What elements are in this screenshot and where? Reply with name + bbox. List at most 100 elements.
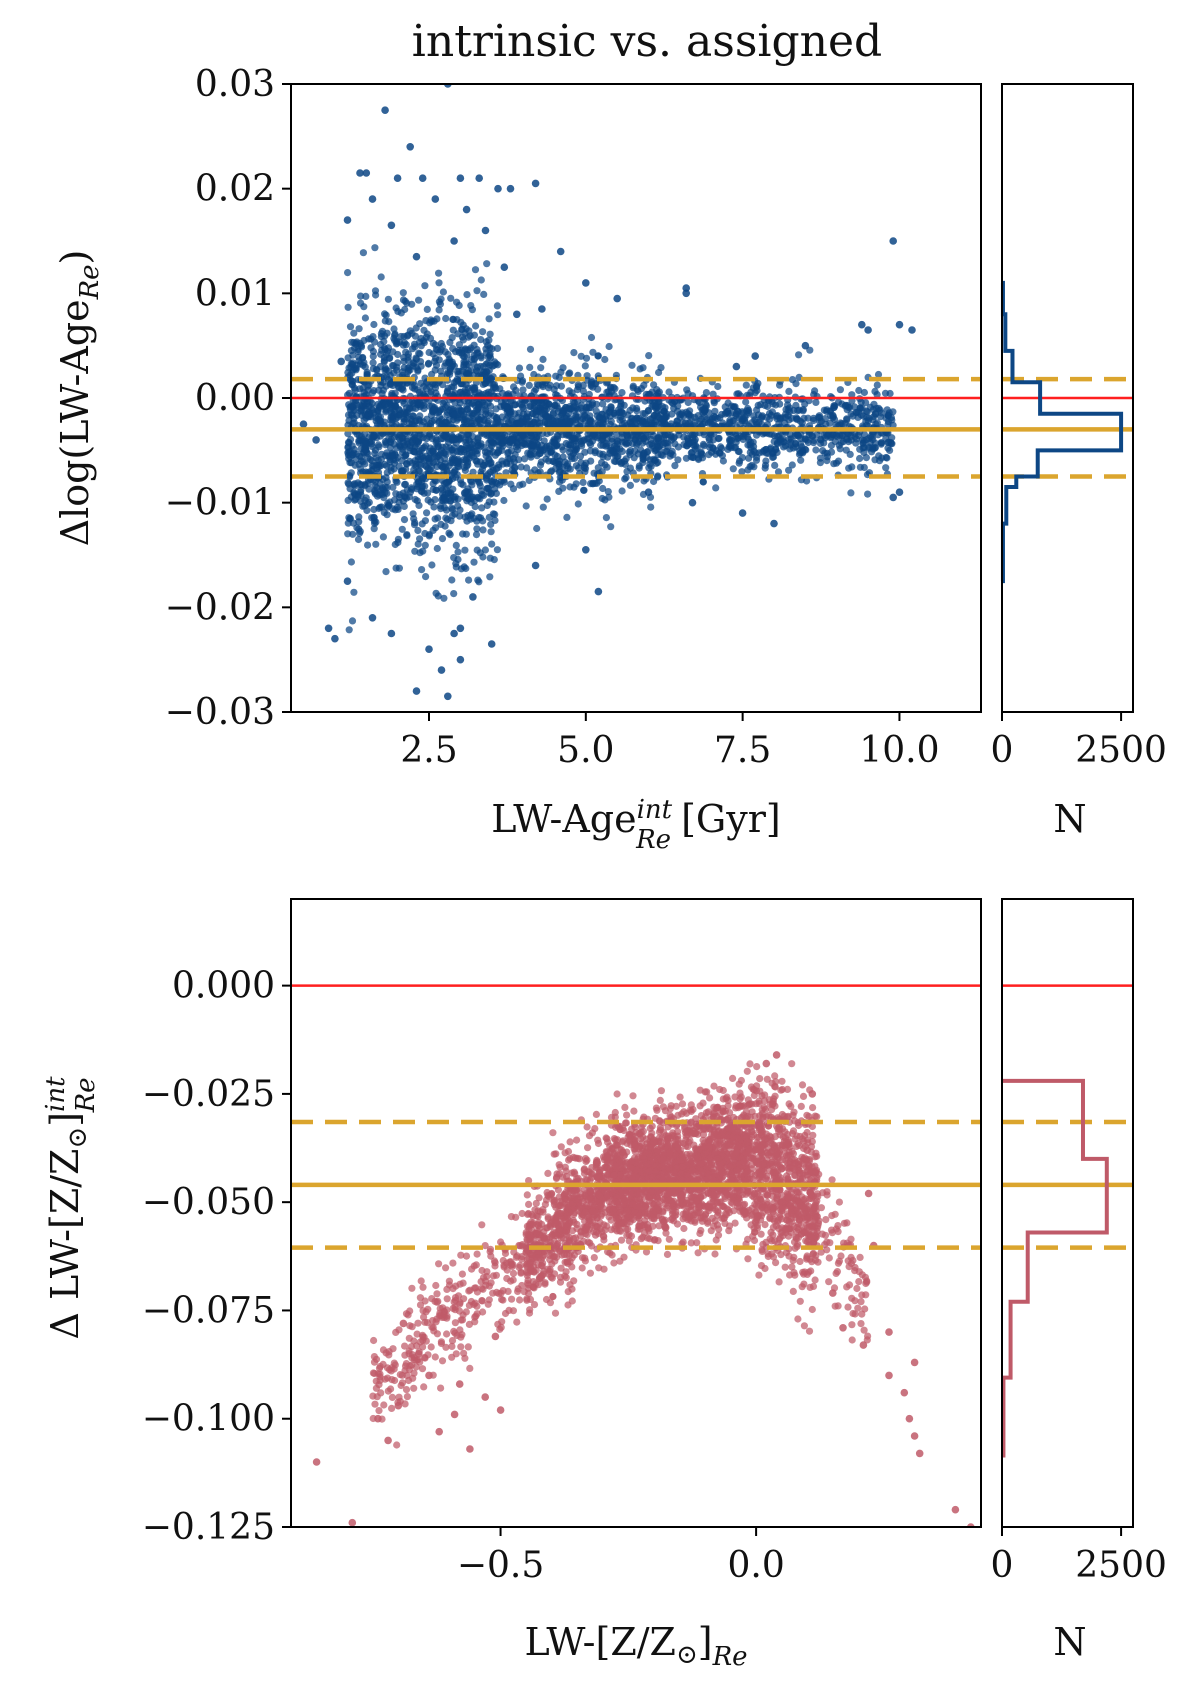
scatter-point (505, 1306, 513, 1314)
scatter-point (381, 317, 389, 325)
scatter-point (592, 1110, 601, 1118)
scatter-point (373, 492, 382, 500)
scatter-point (486, 350, 494, 358)
scatter-point (441, 455, 449, 463)
scatter-point (795, 351, 803, 359)
scatter-point (572, 1195, 581, 1203)
scatter-point (500, 263, 509, 272)
scatter-point (859, 439, 868, 447)
scatter-point (877, 413, 885, 421)
scatter-point (647, 503, 655, 511)
scatter-point (464, 405, 472, 413)
scatter-point (485, 488, 493, 497)
scatter-point (889, 237, 897, 245)
scatter-point (509, 390, 517, 398)
scatter-point (501, 1249, 510, 1258)
scatter-point (411, 417, 419, 425)
scatter-point (402, 451, 410, 460)
scatter-point (702, 389, 711, 397)
scatter-point (413, 1330, 421, 1338)
scatter-point (587, 457, 595, 465)
scatter-point (349, 530, 357, 538)
scatter-point (535, 1194, 543, 1202)
scatter-point (826, 419, 834, 427)
scatter-point (429, 526, 437, 535)
scatter-point (465, 576, 473, 584)
scatter-point (592, 1164, 600, 1172)
scatter-point (372, 540, 380, 548)
scatter-point (579, 415, 587, 423)
scatter-point (348, 360, 357, 368)
scatter-point (633, 407, 641, 415)
scatter-point (383, 449, 391, 457)
scatter-point (415, 501, 423, 509)
scatter-point (676, 413, 684, 421)
scatter-point (470, 445, 478, 453)
scatter-point (361, 314, 369, 322)
scatter-point (895, 320, 904, 329)
scatter-point (414, 526, 422, 535)
scatter-point (618, 487, 626, 495)
scatter-point (425, 348, 433, 357)
scatter-point (478, 504, 486, 512)
scatter-point (433, 1298, 441, 1306)
scatter-point (776, 381, 784, 389)
scatter-point (515, 1263, 523, 1272)
scatter-point (749, 438, 757, 446)
scatter-point (398, 1371, 406, 1379)
age-reference-lines (291, 376, 981, 479)
scatter-point (614, 452, 622, 460)
scatter-point (472, 406, 480, 414)
scatter-point (370, 1369, 378, 1378)
scatter-point (486, 554, 494, 562)
scatter-point (479, 526, 487, 534)
scatter-point (559, 364, 567, 372)
scatter-point (481, 1242, 489, 1250)
scatter-point (628, 361, 636, 369)
scatter-point (454, 502, 462, 510)
scatter-point (437, 295, 445, 303)
scatter-point (659, 441, 667, 449)
scatter-point (603, 1222, 611, 1230)
scatter-point (359, 384, 367, 392)
scatter-point (848, 391, 856, 399)
scatter-point (443, 370, 451, 379)
scatter-point (451, 1294, 460, 1302)
scatter-point (382, 311, 390, 319)
scatter-point (391, 330, 399, 338)
scatter-point (414, 540, 422, 548)
scatter-point (500, 496, 508, 505)
scatter-point (362, 468, 370, 476)
scatter-point (598, 494, 606, 503)
scatter-point (409, 412, 417, 420)
scatter-point (582, 354, 591, 362)
scatter-point (882, 435, 890, 443)
scatter-point (645, 352, 653, 360)
scatter-point (477, 276, 485, 284)
scatter-point (908, 326, 916, 334)
scatter-point (622, 474, 630, 482)
scatter-point (394, 505, 402, 513)
scatter-point (364, 541, 372, 549)
scatter-point (407, 1343, 415, 1351)
age-hist-reference-lines (1002, 376, 1133, 479)
scatter-point (526, 1306, 534, 1314)
scatter-point (435, 1260, 443, 1268)
scatter-point (393, 1441, 401, 1449)
scatter-point (524, 1281, 533, 1289)
scatter-point (421, 374, 429, 382)
scatter-point (836, 386, 845, 394)
scatter-point (350, 588, 358, 596)
scatter-point (533, 524, 541, 533)
scatter-point (729, 1074, 737, 1082)
scatter-point (381, 400, 390, 409)
scatter-point (403, 299, 411, 307)
scatter-point (563, 1212, 571, 1220)
scatter-point (682, 289, 690, 298)
scatter-point (579, 387, 588, 395)
scatter-point (573, 1220, 581, 1228)
scatter-point (860, 388, 869, 397)
scatter-point (566, 369, 574, 377)
scatter-point (741, 417, 749, 425)
scatter-point (848, 463, 856, 471)
